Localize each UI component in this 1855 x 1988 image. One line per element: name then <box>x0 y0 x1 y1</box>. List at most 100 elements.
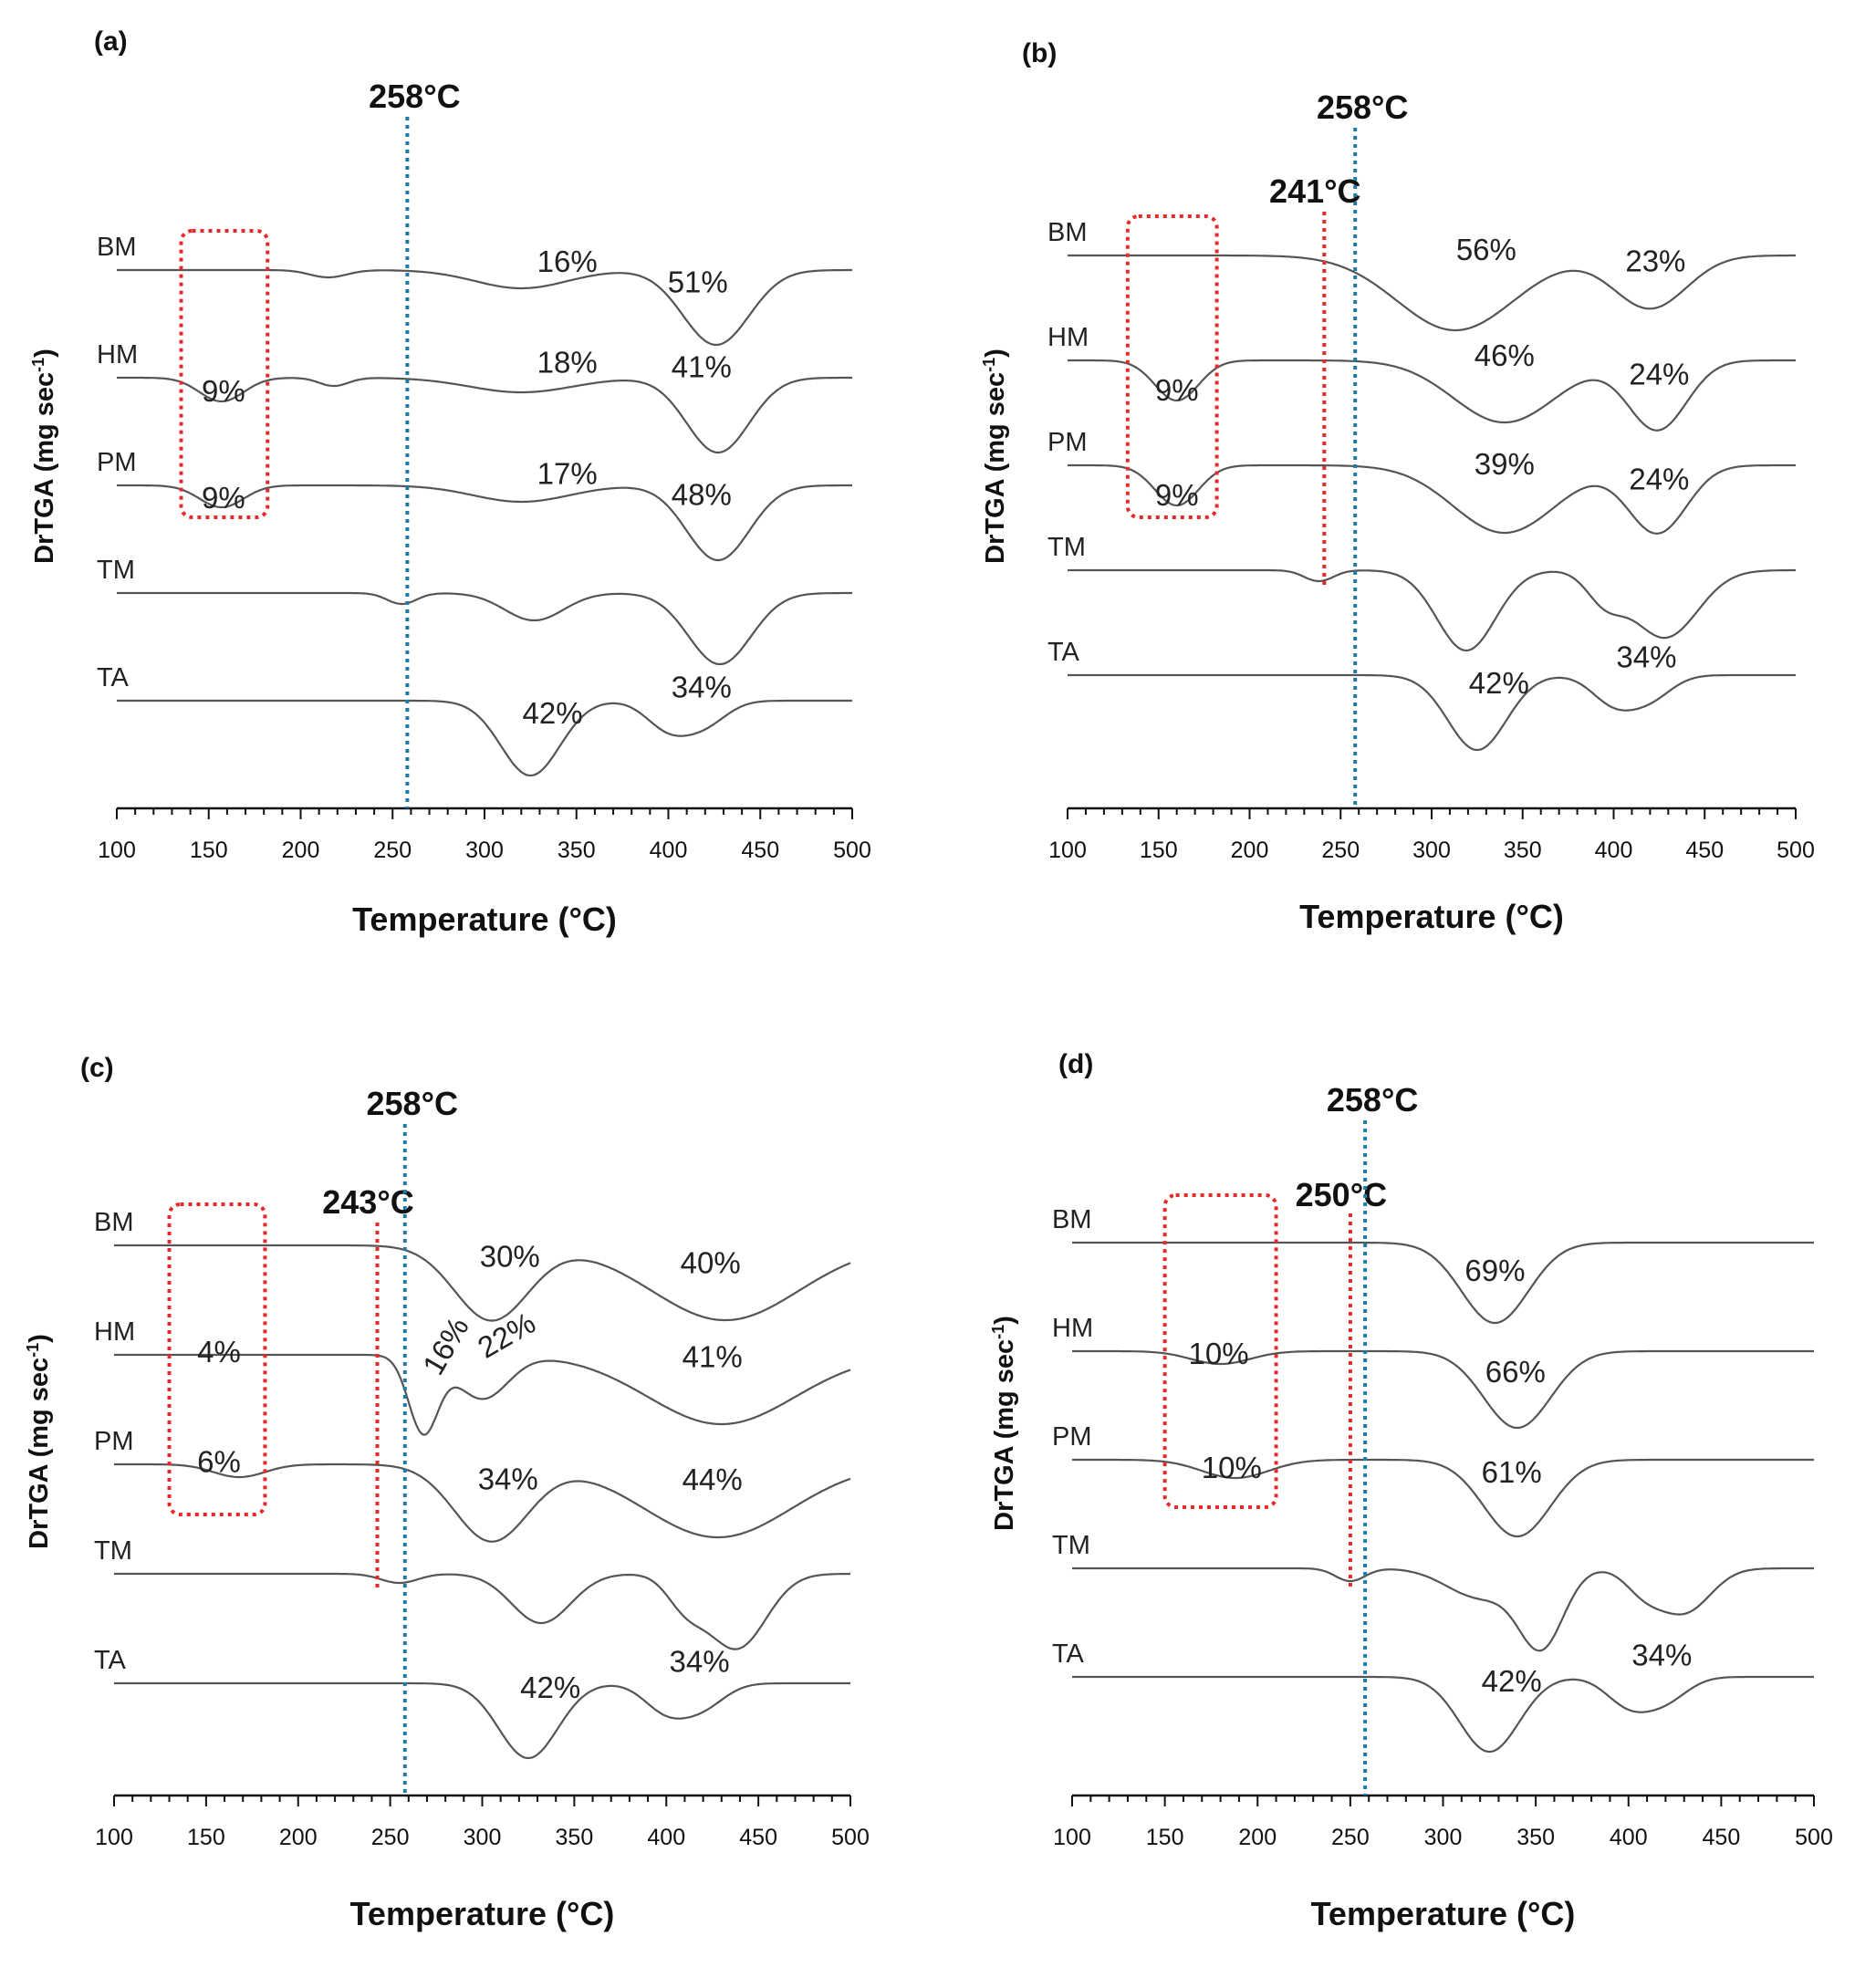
percent-annotation: 34% <box>1616 640 1676 673</box>
highlight-box <box>179 229 270 519</box>
series-label-HM: HM <box>94 1317 135 1347</box>
curve-BM <box>1068 254 1796 332</box>
percent-annotation: 9% <box>1155 373 1199 407</box>
percent-annotation: 9% <box>1155 478 1199 512</box>
blue-marker-label: 258°C <box>1327 1081 1418 1119</box>
percent-annotation: 9% <box>202 374 245 408</box>
series-label-TA: TA <box>97 663 130 692</box>
x-tick-label: 400 <box>1595 838 1633 863</box>
percent-annotation: 69% <box>1464 1254 1525 1287</box>
x-tick-label: 200 <box>1231 838 1269 863</box>
curve-HM <box>1072 1349 1814 1430</box>
x-tick-label: 150 <box>187 1825 225 1850</box>
series-label-TA: TA <box>1047 638 1080 667</box>
blue-marker-label: 258°C <box>369 78 460 115</box>
curve-HM <box>117 376 852 454</box>
percent-annotation: 40% <box>681 1245 741 1279</box>
curve-TA <box>117 699 852 777</box>
x-tick-label: 350 <box>1504 838 1542 863</box>
percent-annotation: 16% <box>537 245 598 278</box>
x-tick-label: 300 <box>465 838 504 863</box>
curve-PM <box>1072 1458 1814 1538</box>
x-tick-label: 100 <box>95 1825 133 1850</box>
percent-annotation: 9% <box>202 481 245 515</box>
curve-TA <box>1072 1675 1814 1754</box>
y-axis-label: DrTGA (mg sec-1) <box>980 349 1010 564</box>
series-label-TM: TM <box>1052 1531 1090 1560</box>
percent-annotation: 41% <box>672 349 732 383</box>
series-label-PM: PM <box>1052 1422 1092 1452</box>
x-axis-label: Temperature (°C) <box>1311 1895 1576 1932</box>
curve-TM <box>117 591 852 666</box>
x-tick-label: 350 <box>1516 1825 1555 1850</box>
percent-annotation: 34% <box>1631 1638 1692 1671</box>
x-tick-label: 250 <box>1321 838 1360 863</box>
x-tick-label: 400 <box>1610 1825 1648 1850</box>
x-tick-label: 100 <box>1048 838 1087 863</box>
percent-annotation: 44% <box>683 1462 743 1496</box>
x-tick-label: 150 <box>1140 838 1178 863</box>
x-tick-label: 400 <box>650 838 688 863</box>
percent-annotation: 61% <box>1482 1455 1542 1489</box>
series-label-BM: BM <box>1047 218 1088 247</box>
series-label-TM: TM <box>94 1536 132 1566</box>
x-tick-label: 300 <box>464 1825 502 1850</box>
curve-HM <box>1068 359 1796 432</box>
series-label-HM: HM <box>1052 1314 1093 1343</box>
y-axis-label: DrTGA (mg sec-1) <box>29 349 59 564</box>
percent-annotation: 46% <box>1475 338 1535 372</box>
series-label-BM: BM <box>97 233 137 262</box>
series-label-TA: TA <box>1052 1639 1085 1669</box>
panel-label: (a) <box>94 26 128 57</box>
highlight-box <box>1125 214 1219 519</box>
percent-annotation: 16% <box>416 1311 475 1380</box>
x-tick-label: 250 <box>373 838 412 863</box>
series-label-TM: TM <box>1047 533 1086 562</box>
percent-annotation: 18% <box>537 346 598 380</box>
curve-PM <box>1068 463 1796 535</box>
x-tick-label: 450 <box>739 1825 777 1850</box>
x-axis-label: Temperature (°C) <box>350 1895 615 1932</box>
x-tick-label: 100 <box>1053 1825 1091 1850</box>
x-tick-label: 500 <box>1795 1825 1833 1850</box>
series-label-PM: PM <box>94 1427 134 1456</box>
blue-marker-label: 258°C <box>1317 88 1408 126</box>
x-tick-label: 500 <box>831 1825 870 1850</box>
curve-TM <box>1068 568 1796 652</box>
percent-annotation: 17% <box>537 456 598 490</box>
percent-annotation: 42% <box>1482 1664 1542 1698</box>
curve-PM <box>117 484 852 562</box>
panel-label: (d) <box>1058 1049 1093 1079</box>
x-axis-label: Temperature (°C) <box>352 900 617 938</box>
percent-annotation: 51% <box>668 265 728 298</box>
curve-TM <box>114 1572 851 1650</box>
highlight-box <box>1162 1193 1278 1509</box>
panel-a: (a) DrTGA (mg sec-1) 100 150 200 250 300 350 400… <box>29 26 871 938</box>
curve-HM <box>114 1353 851 1436</box>
x-tick-label: 400 <box>647 1825 685 1850</box>
percent-annotation: 48% <box>672 477 732 511</box>
curve-BM <box>1072 1241 1814 1325</box>
panel-label: (b) <box>1022 38 1057 68</box>
series-label-BM: BM <box>94 1208 134 1237</box>
x-tick-label: 300 <box>1424 1825 1463 1850</box>
x-tick-label: 350 <box>556 1825 594 1850</box>
x-tick-label: 200 <box>282 838 320 863</box>
percent-annotation: 23% <box>1625 245 1685 278</box>
panel-c: (c) DrTGA (mg sec-1) 100 150 200 250 300 350 400… <box>24 1053 870 1932</box>
percent-annotation: 24% <box>1629 358 1689 391</box>
percent-annotation: 10% <box>1202 1451 1262 1484</box>
series-label-PM: PM <box>1047 428 1088 457</box>
percent-annotation: 34% <box>670 1644 730 1678</box>
x-tick-label: 450 <box>741 838 779 863</box>
x-tick-label: 350 <box>558 838 596 863</box>
blue-marker-label: 258°C <box>367 1085 458 1122</box>
series-label-PM: PM <box>97 448 137 477</box>
x-tick-label: 100 <box>98 838 136 863</box>
curve-PM <box>114 1462 851 1543</box>
percent-annotation: 39% <box>1475 447 1535 481</box>
red-marker-label: 250°C <box>1296 1176 1387 1213</box>
curve-BM <box>114 1244 851 1322</box>
x-tick-label: 500 <box>1777 838 1815 863</box>
